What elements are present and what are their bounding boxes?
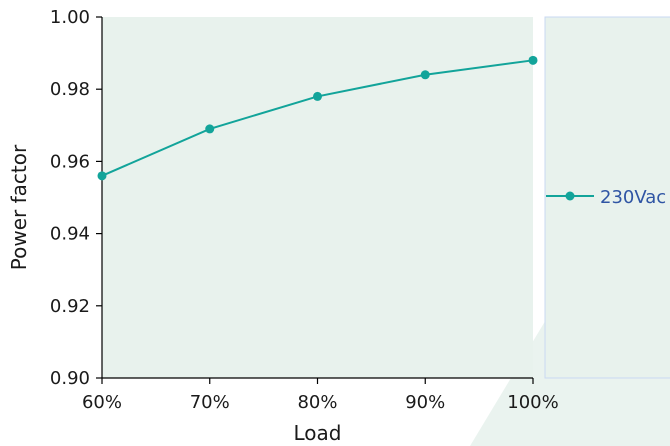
x-tick-label: 60%: [82, 392, 122, 413]
data-point: [420, 70, 430, 80]
x-tick-label: 90%: [405, 392, 445, 413]
x-tick-label: 80%: [297, 392, 337, 413]
plot-area: [102, 17, 533, 378]
axes: [96, 16, 534, 384]
legend-marker: [565, 191, 575, 201]
y-tick-label: 0.92: [50, 296, 90, 317]
y-tick-label: 0.98: [50, 79, 90, 100]
x-axis-title: Load: [294, 421, 342, 445]
y-axis-title: Power factor: [7, 144, 31, 270]
labels: 0.90 0.92 0.94 0.96 0.98 1.00 60% 70% 80% 90% 100%…: [7, 7, 559, 445]
data-point: [313, 91, 322, 101]
y-tick-label: 0.94: [50, 224, 90, 245]
data-point: [528, 55, 538, 65]
y-tick-label: 0.96: [50, 151, 90, 172]
data-point: [205, 124, 215, 134]
legend-label: 230Vac: [600, 187, 666, 208]
data-point: [97, 171, 107, 181]
y-tick-label: 1.00: [50, 7, 90, 28]
x-tick-label: 100%: [507, 392, 558, 413]
data-marks: [97, 55, 538, 181]
legend: 230Vac: [546, 187, 666, 208]
y-tick-label: 0.90: [50, 368, 90, 389]
x-tick-label: 70%: [190, 392, 230, 413]
